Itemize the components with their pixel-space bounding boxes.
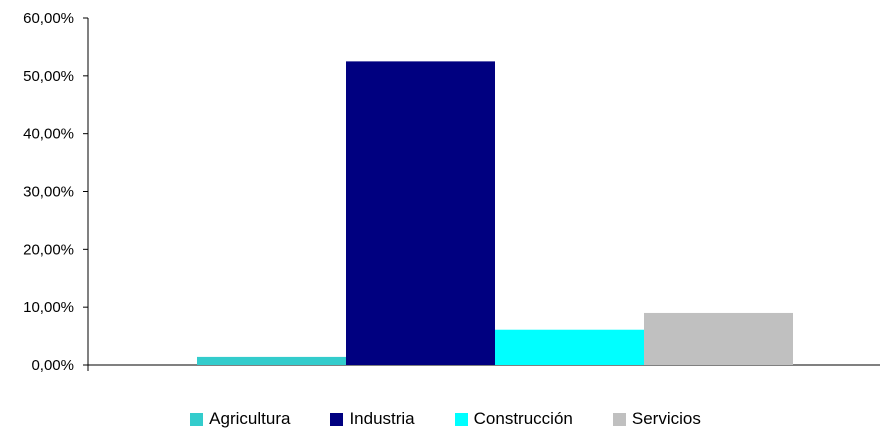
legend-swatch-agricultura (190, 412, 204, 426)
legend-label-industria: Industria (349, 409, 415, 428)
legend-swatch-industria (330, 412, 344, 426)
y-axis-ticks: 0,00% 10,00% 20,00% 30,00% 40,00% 50,00% 60,00… (23, 10, 88, 374)
legend-item-construccion: Construcción (454, 409, 573, 429)
legend-item-industria: Industria (330, 409, 415, 429)
y-tick-label: 30,00% (23, 184, 74, 201)
legend-item-servicios: Servicios (612, 409, 701, 429)
legend: Agricultura Industria Construcción Servi… (0, 409, 891, 429)
y-tick-label: 50,00% (23, 68, 74, 85)
bar-agricultura (197, 356, 346, 365)
y-tick-label: 10,00% (23, 299, 74, 316)
legend-item-agricultura: Agricultura (190, 409, 290, 429)
bar-industria (346, 61, 495, 365)
bar-chart: 0,00% 10,00% 20,00% 30,00% 40,00% 50,00% 60,00… (23, 10, 880, 374)
y-tick-label: 60,00% (23, 10, 74, 27)
y-tick-label: 20,00% (23, 241, 74, 258)
legend-label-servicios: Servicios (631, 409, 701, 428)
legend-swatch-construccion (454, 412, 468, 426)
y-tick-label: 0,00% (31, 357, 74, 374)
legend-label-agricultura: Agricultura (209, 409, 291, 428)
legend-swatch-servicios (612, 412, 626, 426)
legend-label-construccion: Construcción (473, 409, 573, 428)
bar-servicios (644, 312, 793, 365)
bar-construccion (495, 329, 644, 365)
y-tick-label: 40,00% (23, 126, 74, 143)
bars (197, 61, 793, 365)
